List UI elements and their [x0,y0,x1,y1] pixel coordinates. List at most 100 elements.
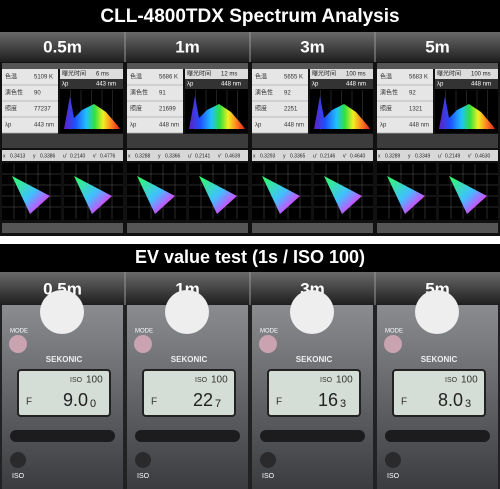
exposure-value: 100 ms [471,72,491,78]
reading-label: 照度 [255,105,267,113]
reading-label: λp [380,123,387,129]
peak-row [310,79,373,89]
mode-button [384,335,402,353]
exposure-row [185,69,248,79]
dome [290,290,334,334]
brand: SEKONIC [171,355,208,364]
cie-diagram [137,176,175,214]
xy-row [252,150,373,161]
mode-button [134,335,152,353]
xy-label: x [128,153,131,159]
xy-label: v' [468,153,472,159]
iso-button-label: ISO [137,473,150,480]
lcd-reading: 16 [318,390,338,410]
xy-value: 0.4776 [100,153,116,159]
reading-value: 92 [284,91,291,97]
xy-value: 0.4640 [350,153,366,159]
reading-label: 色温 [380,73,392,81]
lcd-f-label: F [26,397,32,408]
exposure-label: 曝光时间 [62,70,86,78]
reading-value: 2251 [284,107,298,113]
dome [415,290,459,334]
lcd-fraction: 3 [465,398,471,410]
xy-value: 0.2146 [320,153,336,159]
lcd-f-label: F [151,397,157,408]
exposure-label: 曝光时间 [312,70,336,78]
peak-value: 448 nm [471,82,491,88]
lcd-iso-label: ISO [445,377,458,384]
lcd-iso-label: ISO [195,377,208,384]
brand: SEKONIC [421,355,458,364]
iso-button-label: ISO [387,473,400,480]
toolbar [127,134,248,148]
lcd-reading: 8.0 [438,390,463,410]
cie-diagram [199,176,237,214]
reading-value: 90 [34,91,41,97]
slot [260,430,365,442]
peak-label: λp [62,82,69,88]
distance-label: 5m [425,37,450,56]
xy-value: 0.3413 [10,153,26,159]
xy-value: 0.3293 [260,153,276,159]
mode-label: MODE [385,329,403,335]
status-bar [2,63,123,69]
xy-value: 0.2140 [70,153,86,159]
peak-value: 448 nm [346,82,366,88]
ev-title-bar [0,244,500,272]
reading-value: 91 [159,91,166,97]
spectrum-curve [314,96,370,129]
exposure-value: 6 ms [96,72,109,78]
xy-value: 0.2141 [195,153,211,159]
dome [40,290,84,334]
peak-label: λp [187,82,194,88]
lcd-f-label: F [276,397,282,408]
xy-row [2,150,123,161]
reading-label: 色温 [255,73,267,81]
slot [10,430,115,442]
cie-diagram [387,176,425,214]
reading-value: 5655 K [284,75,303,81]
lcd [267,369,361,417]
reading-value: 92 [409,91,416,97]
slot [385,430,490,442]
lcd [142,369,236,417]
distance-label: 3m [300,37,325,56]
xy-label: y [283,153,286,159]
xy-row [377,150,498,161]
cie-diagram [449,176,487,214]
iso-button [135,452,151,468]
reading-value: 1321 [409,107,423,113]
reading-value: 448 nm [284,123,304,129]
xy-label: u' [438,153,442,159]
iso-button [260,452,276,468]
lcd-iso: 100 [211,375,228,386]
lcd [392,369,486,417]
reading-label: 演色性 [130,89,148,97]
reading-label: 照度 [380,105,392,113]
distance-label: 0.5m [43,37,82,56]
lcd-f-label: F [401,397,407,408]
reading-label: 演色性 [5,89,23,97]
xy-label: y [158,153,161,159]
cie-diagram [324,176,362,214]
iso-button-label: ISO [262,473,275,480]
lcd-iso: 100 [86,375,103,386]
reading-value: 443 nm [34,123,54,129]
iso-button-label: ISO [12,473,25,480]
cie-diagram [262,176,300,214]
reading-value: 77237 [34,107,51,113]
lcd [17,369,111,417]
xy-label: v' [343,153,347,159]
peak-row [60,79,123,89]
bottom-bar [377,223,498,233]
exposure-label: 曝光时间 [437,70,461,78]
peak-label: λp [437,82,444,88]
xy-value: 0.3365 [290,153,306,159]
exposure-row [60,69,123,79]
reading-value: 5686 K [159,75,178,81]
cie-diagram [12,176,50,214]
brand: SEKONIC [46,355,83,364]
status-bar [252,63,373,69]
spectrum-curve [439,96,495,129]
